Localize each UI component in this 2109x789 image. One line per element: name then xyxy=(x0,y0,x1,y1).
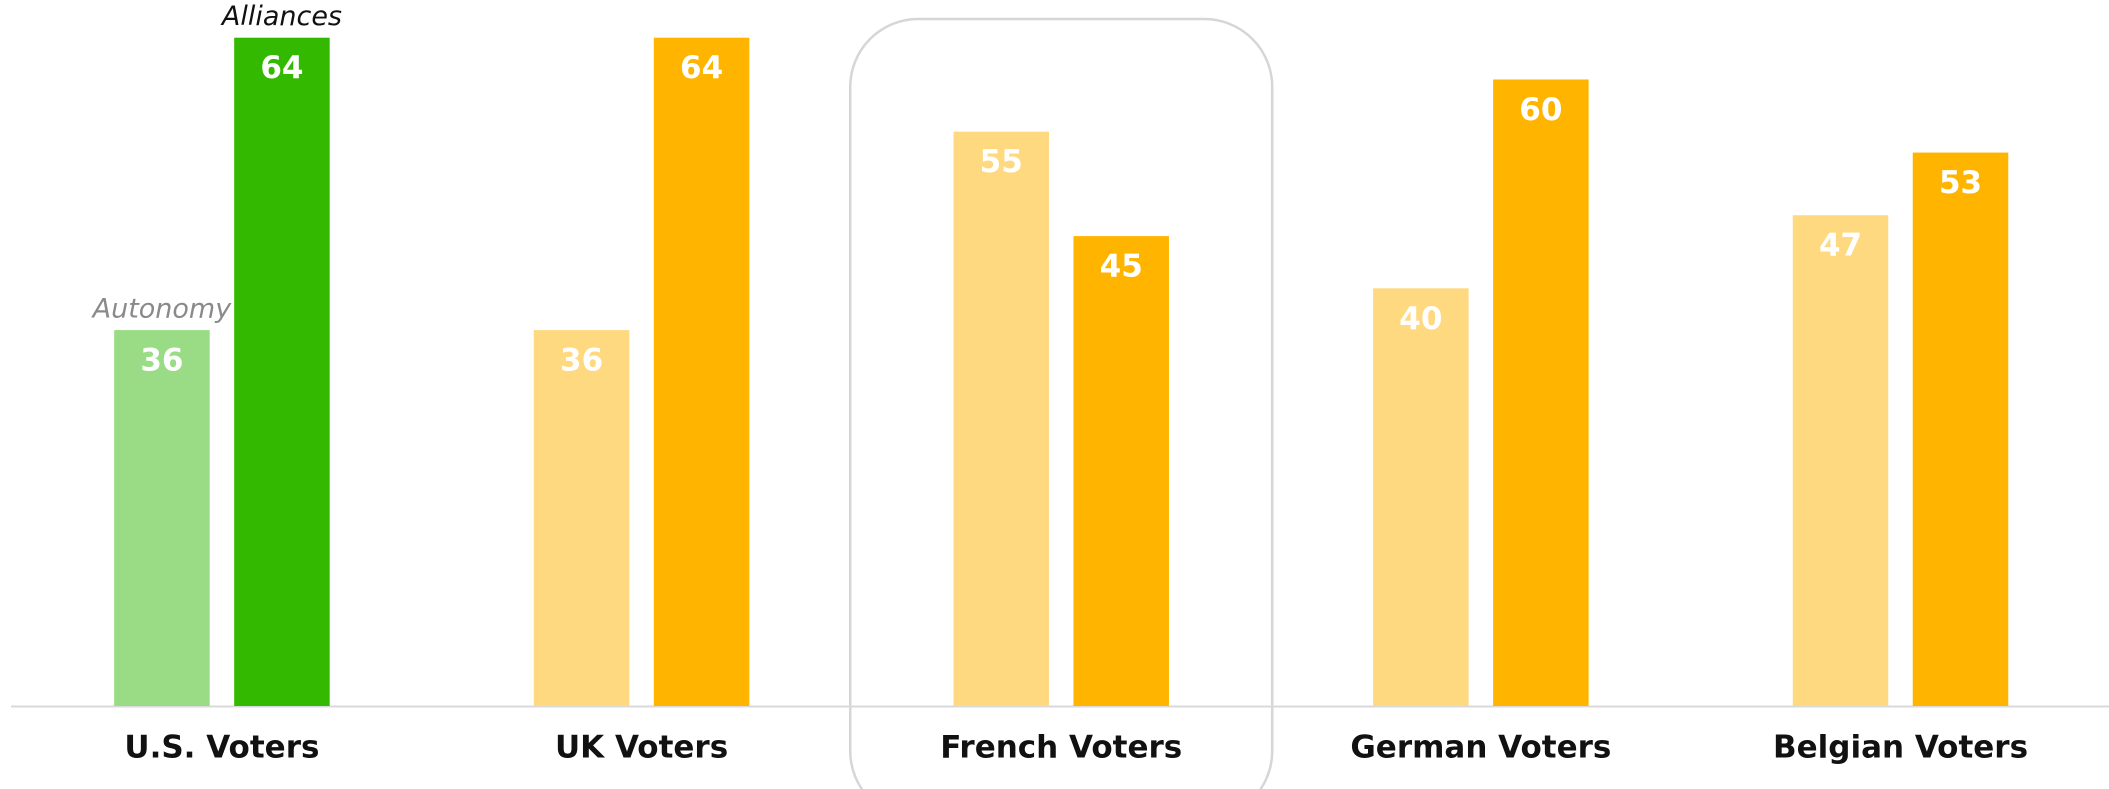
x-tick-label: French Voters xyxy=(940,730,1182,766)
data-label: 60 xyxy=(1519,92,1562,128)
data-label: 45 xyxy=(1100,249,1143,285)
x-tick-label: Belgian Voters xyxy=(1773,730,2028,766)
bar xyxy=(953,131,1049,706)
data-label: 64 xyxy=(260,50,303,86)
bar xyxy=(234,37,330,706)
data-label: 40 xyxy=(1399,301,1442,337)
data-label: 55 xyxy=(980,144,1023,180)
x-tick-label: German Voters xyxy=(1350,730,1611,766)
bar xyxy=(1373,288,1469,706)
legend-label: Alliances xyxy=(220,1,342,32)
legend-label: Autonomy xyxy=(91,294,233,325)
bar xyxy=(1912,152,2009,706)
data-label: 36 xyxy=(140,343,183,379)
bar xyxy=(653,37,750,706)
bar xyxy=(533,330,630,706)
x-tick-label: U.S. Voters xyxy=(124,730,319,766)
data-label: 64 xyxy=(680,50,723,86)
data-label: 36 xyxy=(560,343,603,379)
data-label: 47 xyxy=(1819,228,1862,264)
x-tick-label: UK Voters xyxy=(555,730,728,766)
data-label: 53 xyxy=(1939,165,1982,201)
bar xyxy=(114,330,210,706)
bar xyxy=(1792,215,1889,706)
highlight-box xyxy=(848,17,1274,789)
bar xyxy=(1073,236,1169,706)
bar xyxy=(1493,79,1589,706)
